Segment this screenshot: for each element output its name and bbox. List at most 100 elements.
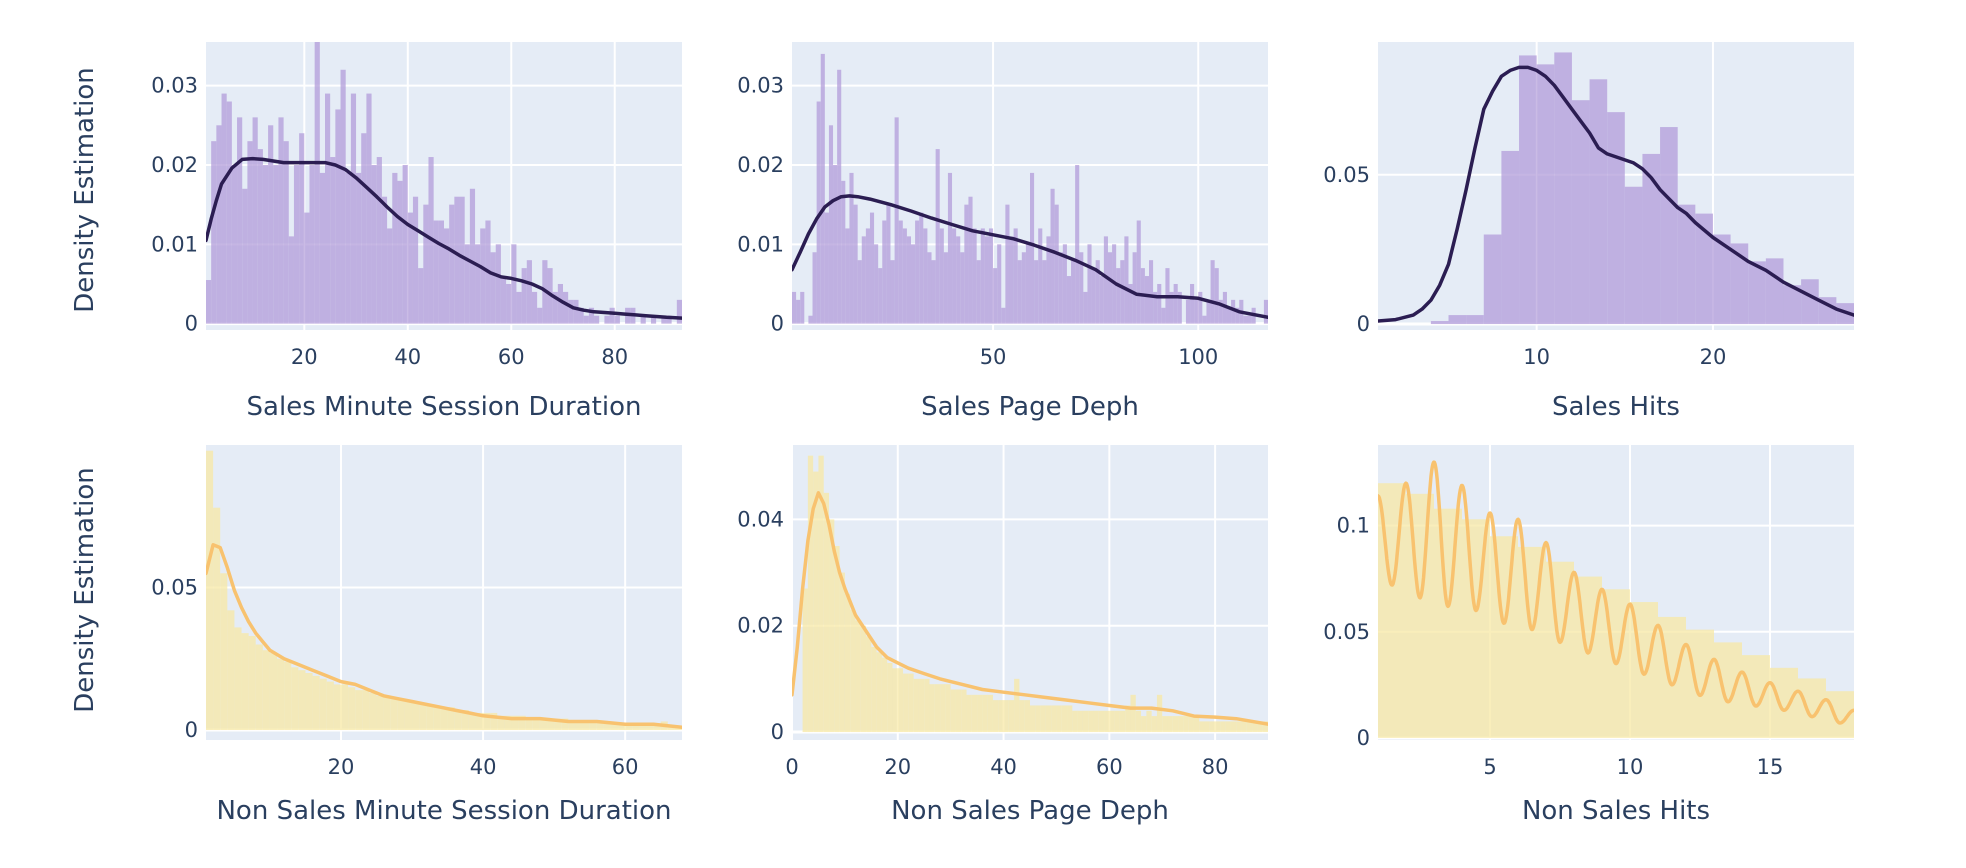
histogram-bar (221, 93, 227, 324)
histogram-bar (475, 712, 484, 731)
histogram-bar (433, 220, 439, 324)
histogram-bar (262, 164, 269, 324)
histogram-bar (440, 707, 448, 731)
histogram-bar (532, 718, 540, 731)
kde-line (1378, 460, 1854, 725)
histogram-bar (997, 244, 1002, 324)
y-tick-label: 0.02 (151, 153, 198, 177)
x-tick-label: 10 (1523, 345, 1550, 369)
histogram-bar (350, 93, 357, 324)
histogram-bar (935, 149, 940, 324)
histogram-bar (1204, 721, 1210, 733)
histogram-bar (824, 212, 829, 324)
histogram-bar (955, 689, 962, 733)
histogram-bar (929, 684, 935, 733)
histogram-bar (1061, 705, 1068, 733)
histogram-bar (653, 724, 661, 731)
histogram-bar (1765, 258, 1784, 325)
histogram-bar (849, 172, 854, 324)
histogram-bar (1252, 721, 1258, 733)
histogram-bar (897, 668, 904, 733)
x-tick-label: 60 (1096, 755, 1123, 779)
histogram-bar (1193, 716, 1200, 733)
histogram-bar (511, 715, 519, 731)
histogram-bar (964, 204, 969, 324)
histogram-bar (860, 625, 867, 733)
histogram-bar (273, 164, 279, 324)
histogram-bar (812, 252, 817, 324)
histogram-bar (1169, 291, 1174, 324)
histogram-bar (1483, 234, 1502, 325)
histogram-bar (314, 42, 320, 324)
histogram-bar (625, 724, 633, 731)
histogram-bar (807, 455, 814, 733)
histogram-bar (438, 220, 444, 324)
histogram-bar (1210, 260, 1215, 324)
histogram-bar (1730, 243, 1749, 325)
histogram-bar (604, 315, 610, 324)
histogram-bar (865, 228, 870, 324)
histogram-bar (947, 172, 953, 324)
histogram-bar (504, 715, 512, 731)
histogram-bar (945, 684, 951, 733)
histogram-bar (661, 315, 667, 324)
histogram-bar (1257, 721, 1263, 733)
histogram-bar (614, 315, 620, 324)
histogram-bar (583, 315, 589, 324)
subplot-4: 20 40 60 0 0.05 Non Sales Minute Session Dura… (151, 445, 682, 826)
histogram-bar (982, 694, 988, 733)
x-tick-label: 15 (1757, 755, 1784, 779)
histogram-bar (1190, 283, 1195, 324)
histogram-bar (966, 694, 972, 733)
histogram-bar (808, 315, 813, 324)
y-tick-label: 0.05 (1323, 163, 1370, 187)
histogram-bar (506, 283, 512, 324)
histogram-bar (1247, 315, 1252, 324)
histogram-bar (288, 236, 294, 324)
histogram-bar (1448, 315, 1467, 325)
histogram-bar (1156, 694, 1163, 733)
histogram-bar (419, 704, 427, 731)
histogram-bar (1801, 279, 1819, 325)
histogram-bar (226, 101, 232, 324)
histogram-bar (1686, 629, 1714, 738)
histogram-bar (1235, 307, 1240, 324)
histogram-bar (960, 252, 965, 324)
histogram-bar (1230, 721, 1237, 733)
histogram-bar (892, 668, 898, 733)
histogram-bar (1712, 234, 1731, 325)
x-tick-label: 20 (328, 755, 355, 779)
histogram-bar (262, 650, 270, 731)
histogram-bar (444, 228, 450, 324)
histogram-bar (594, 315, 600, 324)
histogram-bar (392, 172, 398, 324)
histogram-bar (1198, 291, 1203, 324)
histogram-bar (961, 689, 967, 733)
histogram-bar (554, 718, 562, 731)
histogram-bar (1099, 276, 1104, 324)
histogram-bar (220, 573, 228, 731)
histogram-bar (886, 204, 891, 324)
subplot-5: 0 20 40 60 80 0 0.02 0.04 Non Sales Page Deph (737, 445, 1268, 826)
histogram-bar (227, 610, 235, 731)
histogram-bar (915, 220, 920, 324)
x-tick-label: 80 (1202, 755, 1229, 779)
histogram-bar (568, 299, 574, 324)
histogram-bar (887, 662, 893, 733)
x-tick-label: 60 (498, 345, 525, 369)
histogram-bar (284, 661, 292, 731)
histogram-bar (1214, 268, 1219, 324)
histogram-bar (1215, 721, 1221, 733)
x-tick-label: 40 (394, 345, 421, 369)
histogram-bar (309, 164, 315, 324)
histogram-bar (818, 455, 824, 733)
histogram-bar (371, 164, 377, 324)
histogram-bar (1035, 705, 1041, 733)
histogram-bar (589, 721, 597, 731)
x-axis-title: Sales Page Deph (921, 392, 1139, 422)
histogram-bar (1209, 721, 1216, 733)
histogram-bar (603, 721, 611, 731)
histogram-bar (903, 673, 909, 733)
x-tick-label: 60 (612, 755, 639, 779)
